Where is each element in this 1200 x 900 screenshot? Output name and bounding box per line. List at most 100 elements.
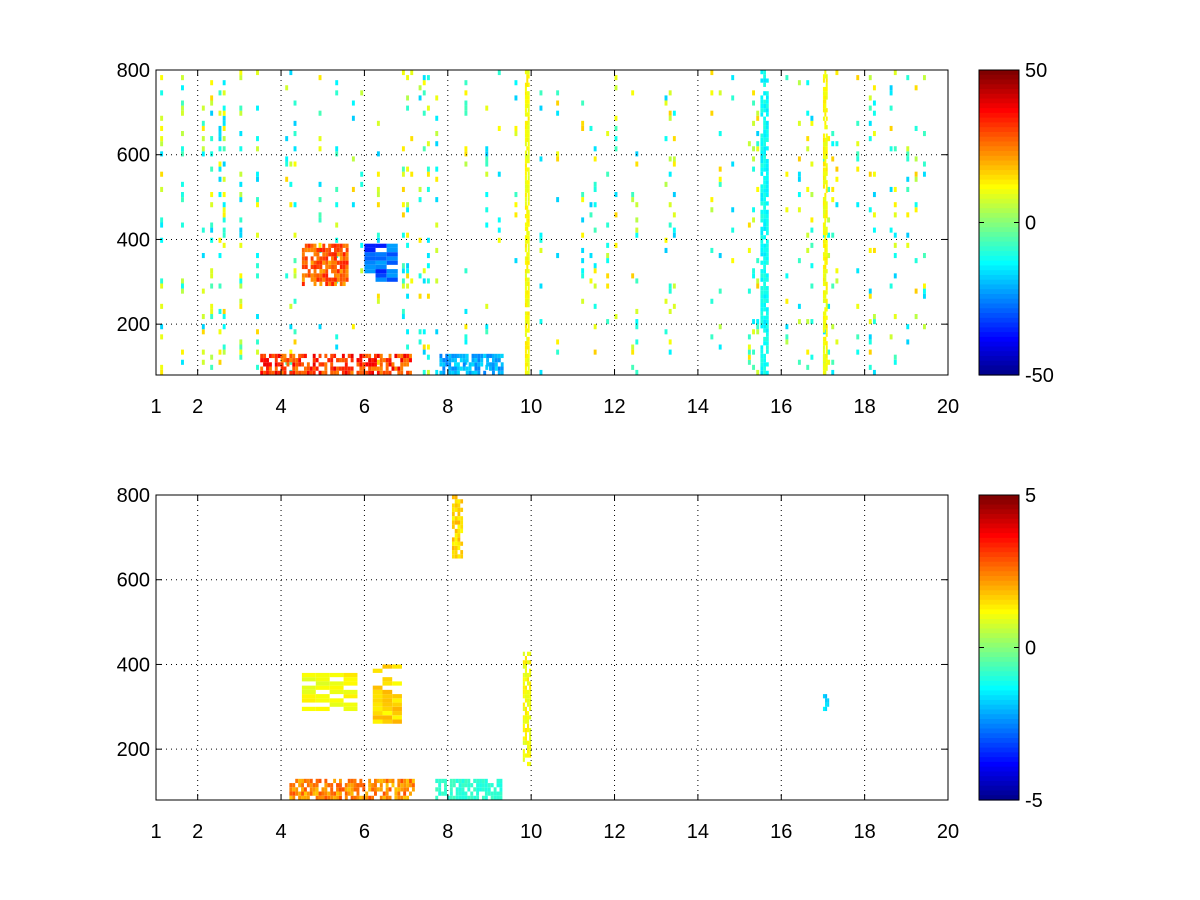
heatmap-cell — [765, 91, 769, 96]
heatmap-cell — [489, 362, 492, 367]
heatmap-cell — [581, 192, 585, 198]
heatmap-cell — [856, 202, 860, 208]
heatmap-cell — [747, 288, 751, 294]
heatmap-cell — [364, 247, 376, 253]
heatmap-cell — [672, 161, 676, 167]
heatmap-cell — [318, 136, 322, 142]
heatmap-cell — [872, 85, 876, 91]
heatmap-cell — [524, 341, 527, 346]
heatmap-cell — [222, 90, 226, 96]
heatmap-cell — [359, 358, 363, 363]
heatmap-cell — [274, 366, 278, 371]
heatmap-cell — [527, 74, 530, 79]
heatmap-cell — [527, 239, 530, 244]
heatmap-cell — [825, 286, 828, 291]
heatmap-cell — [385, 791, 389, 796]
heatmap-cell — [763, 78, 766, 83]
heatmap-cell — [301, 677, 316, 682]
heatmap-cell — [263, 362, 267, 367]
heatmap-cell — [827, 359, 831, 365]
heatmap-cell — [487, 787, 491, 792]
heatmap-cell — [392, 706, 402, 712]
heatmap-cell — [474, 366, 478, 371]
heatmap-cell — [301, 277, 305, 282]
heatmap-cell — [324, 783, 328, 788]
heatmap-cell — [752, 156, 756, 162]
heatmap-cell — [335, 237, 339, 243]
heatmap-cell — [318, 362, 322, 367]
heatmap-cell — [527, 95, 530, 100]
heatmap-cell — [822, 277, 825, 282]
heatmap-cell — [765, 294, 769, 299]
heatmap-cell — [342, 243, 346, 248]
heatmap-cell — [524, 154, 527, 159]
heatmap-cell — [527, 345, 530, 350]
heatmap-cell — [356, 795, 360, 800]
heatmap-cell — [360, 171, 364, 177]
heatmap-cell — [529, 753, 532, 758]
heatmap-cell — [160, 369, 164, 375]
colorbar-segment — [979, 571, 1019, 577]
heatmap-cell — [418, 237, 422, 243]
heatmap-cell — [763, 201, 766, 206]
heatmap-cell — [497, 366, 501, 371]
heatmap-cell — [760, 184, 764, 189]
heatmap-cell — [239, 349, 243, 355]
heatmap-cell — [328, 252, 332, 257]
heatmap-cell — [763, 91, 766, 96]
heatmap-cell — [382, 698, 393, 703]
heatmap-cell — [606, 242, 610, 248]
colorbar-segment — [979, 203, 1019, 209]
heatmap-cell — [752, 100, 756, 106]
heatmap-cell — [824, 137, 827, 143]
heatmap-cell — [222, 324, 226, 330]
heatmap-cell — [465, 353, 469, 359]
heatmap-cell — [526, 260, 529, 265]
heatmap-cell — [747, 344, 751, 350]
heatmap-cell — [825, 702, 828, 707]
heatmap-cell — [524, 192, 527, 198]
heatmap-cell — [614, 242, 618, 248]
heatmap-cell — [329, 672, 344, 678]
heatmap-cell — [493, 787, 497, 792]
heatmap-cell — [835, 166, 839, 172]
heatmap-cell — [760, 358, 764, 363]
heatmap-cell — [476, 778, 480, 784]
heatmap-cell — [292, 783, 296, 788]
heatmap-cell — [522, 753, 525, 758]
heatmap-cell — [763, 142, 766, 147]
heatmap-cell — [529, 736, 532, 741]
heatmap-cell — [331, 252, 334, 257]
heatmap-cell — [318, 242, 322, 248]
heatmap-cell — [581, 268, 585, 274]
heatmap-cell — [524, 235, 527, 240]
heatmap-cell — [500, 370, 504, 375]
heatmap-cell — [327, 783, 331, 788]
heatmap-cell — [382, 795, 386, 800]
colorbar-tick-label: 5 — [1025, 485, 1036, 507]
heatmap-cell — [400, 795, 404, 800]
heatmap-cell — [181, 131, 184, 137]
heatmap-cell — [459, 358, 463, 363]
heatmap-cell — [403, 362, 407, 367]
heatmap-cell — [824, 120, 827, 126]
heatmap-cell — [806, 319, 810, 325]
heatmap-cell — [350, 795, 354, 800]
heatmap-cell — [524, 319, 527, 325]
heatmap-cell — [527, 137, 530, 143]
x-tick-label: 18 — [854, 821, 876, 843]
heatmap-cell — [756, 258, 760, 264]
heatmap-cell — [218, 192, 222, 198]
heatmap-cell — [765, 188, 769, 193]
colorbar-segment — [979, 676, 1019, 682]
heatmap-cell — [454, 533, 458, 538]
heatmap-cell — [239, 131, 243, 137]
heatmap-cell — [459, 366, 463, 371]
heatmap-cell — [285, 136, 289, 142]
heatmap-cell — [797, 176, 801, 182]
heatmap-cell — [486, 362, 490, 367]
heatmap-cell — [765, 243, 769, 248]
heatmap-cell — [872, 171, 876, 177]
heatmap-cell — [477, 362, 481, 367]
heatmap-cell — [406, 778, 410, 784]
